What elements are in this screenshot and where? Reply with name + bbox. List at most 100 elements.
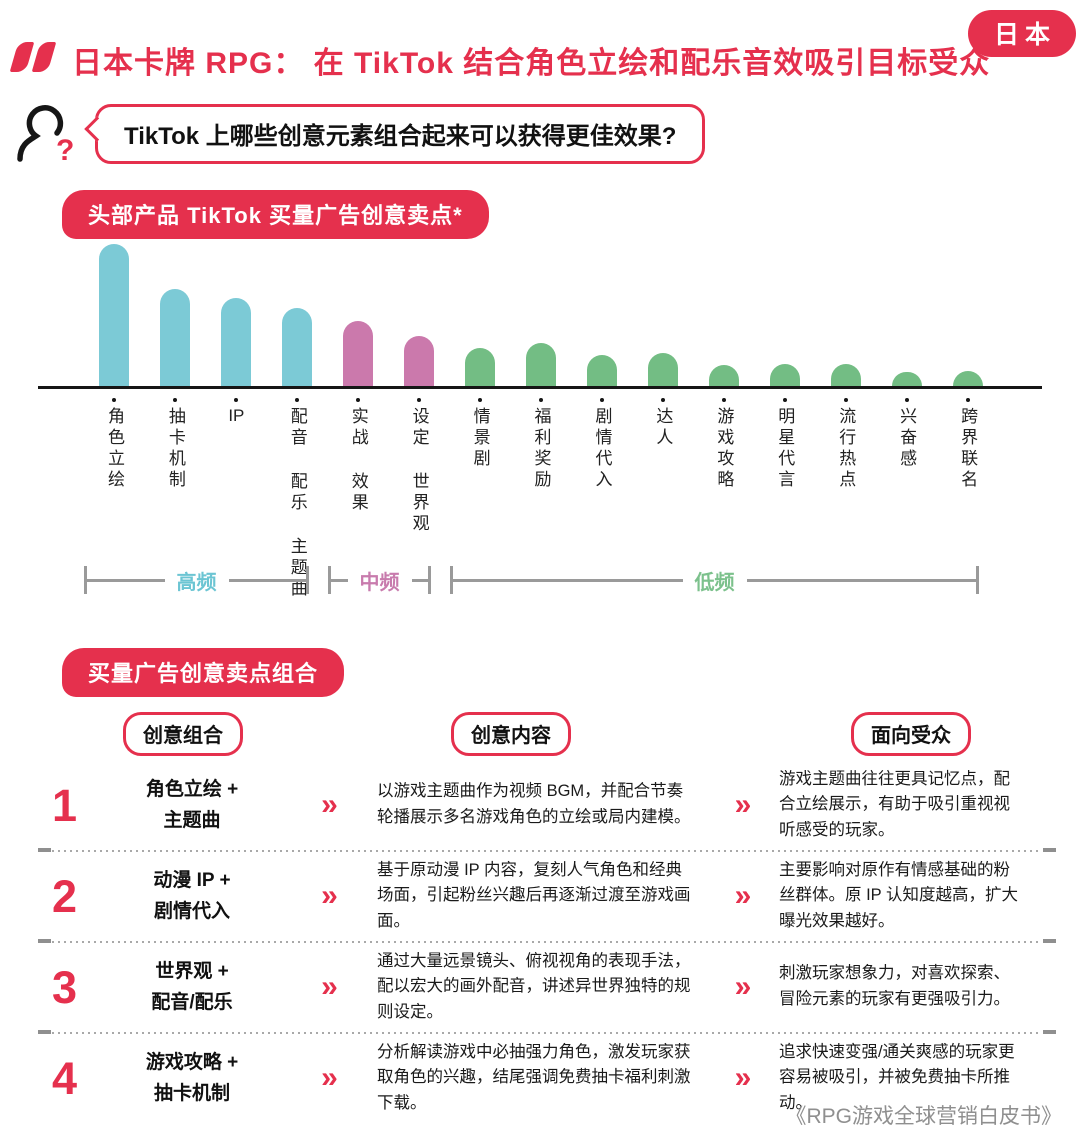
label-column: 达人 — [632, 389, 693, 600]
bar-chart: 角色立绘 抽卡机制 IP 配音 配乐 主题曲 实战 效果 设定 世界观 情景剧 福利奖励 剧情代… — [38, 236, 1042, 600]
bar-明星代言 — [769, 364, 800, 386]
content-text: 分析解读游戏中必抽强力角色，激发玩家获取角色的兴趣，结尾强调免费抽卡福利刺激下载… — [377, 1042, 691, 1112]
label-column: 设定 世界观 — [389, 389, 450, 600]
tick-dot-icon — [112, 398, 117, 402]
bar-兴奋感 — [891, 372, 922, 386]
combo-label: 游戏攻略 + 抽卡机制 — [145, 1051, 239, 1104]
tick-dot-icon — [539, 398, 544, 402]
combo-label: 世界观 + 配音/配乐 — [151, 960, 233, 1013]
label-column: 情景剧 — [450, 389, 511, 600]
double-chevron-icon: » — [734, 879, 752, 912]
tick-dot-icon — [234, 398, 239, 402]
category-label: 跨界联名 — [958, 407, 978, 491]
row-divider — [38, 848, 1056, 852]
table-header-row: 创意组合 创意内容 面向受众 — [0, 712, 1080, 756]
label-column: 跨界联名 — [937, 389, 998, 600]
bar-情景剧 — [465, 348, 496, 386]
bar-column — [511, 343, 572, 386]
bar-流行热点 — [830, 364, 861, 386]
label-column: IP — [206, 389, 267, 600]
category-label: 兴奋感 — [897, 407, 917, 470]
bracket-end-tick — [976, 566, 979, 594]
label-column: 角色立绘 — [84, 389, 145, 600]
row-number: 3 — [52, 961, 78, 1013]
category-label: 达人 — [653, 407, 673, 449]
bar-游戏攻略 — [708, 365, 739, 386]
question-row: ? TikTok 上哪些创意元素组合起来可以获得更佳效果? — [0, 100, 1080, 164]
category-label: 剧情代入 — [592, 407, 612, 491]
double-chevron-icon: » — [321, 879, 338, 912]
tick-dot-icon — [721, 398, 726, 402]
bracket-低频: 低频 — [450, 565, 979, 595]
bar-column — [876, 372, 937, 386]
double-chevron-icon: » — [321, 970, 338, 1003]
bracket-end-tick — [306, 566, 309, 594]
label-column: 剧情代入 — [572, 389, 633, 600]
row-divider — [38, 1030, 1056, 1034]
tick-dot-icon — [904, 398, 909, 402]
bracket-end-tick — [328, 566, 331, 594]
question-bubble: TikTok 上哪些创意元素组合起来可以获得更佳效果? — [84, 104, 706, 164]
bracket-line — [87, 578, 165, 582]
tick-dot-icon — [782, 398, 787, 402]
double-chevron-icon: » — [321, 1061, 338, 1094]
bracket-line — [228, 578, 306, 582]
label-column: 配音 配乐 主题曲 — [267, 389, 328, 600]
bar-column — [145, 289, 206, 386]
label-column: 抽卡机制 — [145, 389, 206, 600]
bar-抽卡机制 — [160, 289, 191, 386]
tick-dot-icon — [599, 398, 604, 402]
bar-column — [267, 308, 328, 386]
bar-达人 — [647, 353, 678, 386]
bubble-tail-icon — [84, 116, 110, 142]
double-chevron-icon: » — [321, 788, 338, 821]
source-citation: 《RPG游戏全球营销白皮书》 — [785, 1105, 1062, 1128]
frequency-brackets: 高频 中频 低频 — [38, 565, 1042, 599]
combo-section-title-badge: 买量广告创意卖点组合 — [62, 648, 345, 697]
region-badge: 日本 — [967, 10, 1076, 57]
row-divider — [38, 939, 1056, 943]
bar-column — [693, 365, 754, 386]
content-text: 通过大量远景镜头、俯视视角的表现手法，配以宏大的画外配音，讲述异世界独特的规则设… — [377, 951, 691, 1021]
row-number: 2 — [52, 870, 78, 922]
combo-label: 角色立绘 + 主题曲 — [145, 778, 239, 831]
combo-table: 1 角色立绘 + 主题曲 » 以游戏主题曲作为视频 BGM，并配合节奏轮播展示多… — [0, 762, 1080, 1121]
bar-column — [450, 348, 511, 386]
bracket-line — [453, 578, 683, 582]
tick-dot-icon — [660, 398, 665, 402]
column-header-combo: 创意组合 — [123, 712, 243, 756]
category-label: 角色立绘 — [104, 407, 124, 491]
label-column: 实战 效果 — [328, 389, 389, 600]
page-title: 日本卡牌 RPG： 在 TikTok 结合角色立绘和配乐音效吸引目标受众 — [72, 47, 991, 80]
category-label: 设定 世界观 — [409, 407, 429, 535]
tick-dot-icon — [843, 398, 848, 402]
double-chevron-icon: » — [734, 788, 752, 821]
bar-IP — [221, 298, 252, 386]
bar-column — [572, 355, 633, 386]
table-row: 1 角色立绘 + 主题曲 » 以游戏主题曲作为视频 BGM，并配合节奏轮播展示多… — [0, 762, 1080, 848]
frequency-label: 中频 — [359, 571, 400, 594]
audience-text: 刺激玩家想象力，对喜欢探索、冒险元素的玩家有更强吸引力。 — [779, 964, 1010, 1008]
svg-text:?: ? — [56, 134, 74, 164]
chart-labels: 角色立绘 抽卡机制 IP 配音 配乐 主题曲 实战 效果 设定 世界观 情景剧 福利奖励 剧情代… — [38, 389, 1042, 600]
audience-text: 游戏主题曲往往更具记忆点，配合立绘展示，有助于吸引重视视听感受的玩家。 — [779, 769, 1010, 839]
column-header-audience: 面向受众 — [851, 712, 971, 756]
double-chevron-icon: » — [734, 970, 752, 1003]
category-label: 情景剧 — [470, 407, 490, 470]
tick-dot-icon — [356, 398, 361, 402]
category-label: 福利奖励 — [531, 407, 551, 491]
label-column: 流行热点 — [815, 389, 876, 600]
bracket-end-tick — [450, 566, 453, 594]
category-label: 流行热点 — [836, 407, 856, 491]
bracket-line — [411, 578, 428, 582]
chart-bars — [38, 236, 1042, 386]
content-text: 以游戏主题曲作为视频 BGM，并配合节奏轮播展示多名游戏角色的立绘或局内建模。 — [377, 782, 691, 826]
bar-column — [84, 244, 145, 386]
bar-剧情代入 — [586, 355, 617, 386]
title-row: 日本卡牌 RPG： 在 TikTok 结合角色立绘和配乐音效吸引目标受众 — [9, 38, 991, 82]
tick-dot-icon — [417, 398, 422, 402]
combo-label: 动漫 IP + 剧情代入 — [153, 869, 231, 922]
bar-配音配乐主题曲 — [282, 308, 313, 386]
bar-跨界联名 — [952, 371, 983, 386]
frequency-label: 低频 — [694, 571, 735, 594]
